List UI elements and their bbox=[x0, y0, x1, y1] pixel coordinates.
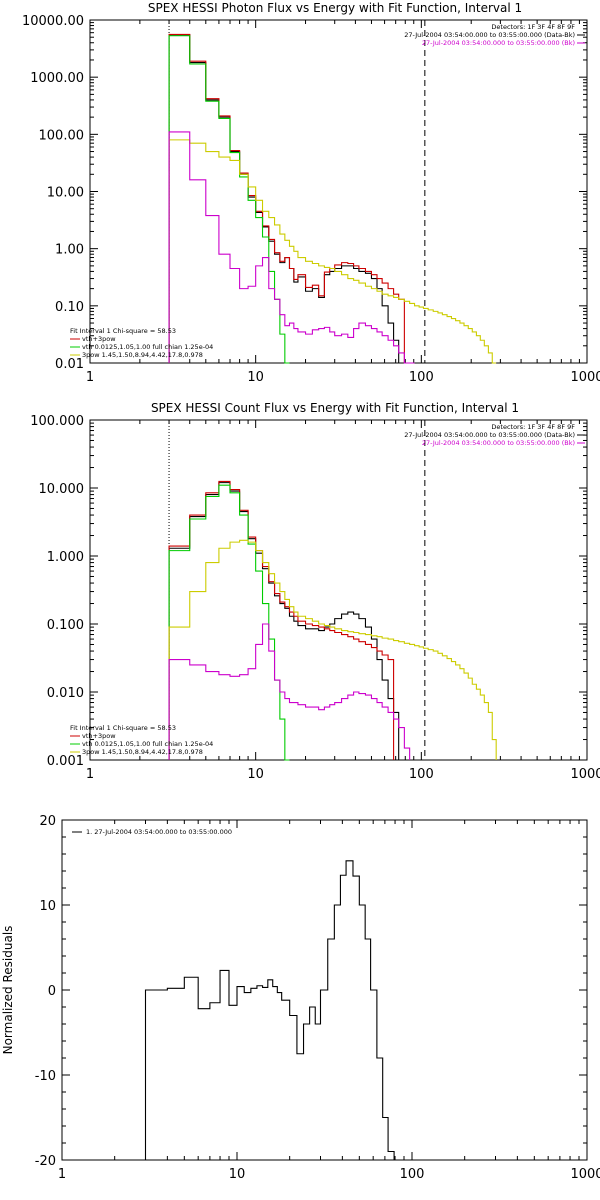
y-tick-label: 0.100 bbox=[47, 618, 84, 633]
y-tick-label: 1.000 bbox=[47, 550, 84, 565]
y-tick-label: 100.000 bbox=[30, 414, 84, 429]
y-tick-label: 0.010 bbox=[47, 686, 84, 701]
x-tick-label: 1 bbox=[86, 767, 94, 782]
vertical-lines bbox=[168, 420, 426, 760]
y-tick-label: -10 bbox=[35, 1069, 56, 1084]
x-tick-label: 1000 bbox=[570, 370, 600, 385]
legend-label: vth 0.0125,1.05,1.00 full chian 1.25e-04 bbox=[82, 740, 213, 748]
legend-label: vth+3pow bbox=[82, 335, 116, 343]
legend-label: vth+3pow bbox=[82, 732, 116, 740]
plot-frame bbox=[89, 419, 588, 761]
header-line: 27-Jul-2004 03:54:00.000 to 03:55:00.000… bbox=[422, 39, 575, 47]
header-line: Detectors: 1F 3F 4F 8F 9F bbox=[491, 23, 575, 31]
fit-legend: 1. 27-Jul-2004 03:54:00.000 to 03:55:00.… bbox=[72, 828, 232, 836]
y-tick-label: -20 bbox=[35, 1154, 56, 1169]
y-tick-label: 0.10 bbox=[55, 300, 84, 315]
series-line bbox=[168, 131, 415, 364]
x-tick-label: 1 bbox=[86, 370, 94, 385]
legend-label: 1. 27-Jul-2004 03:54:00.000 to 03:55:00.… bbox=[86, 828, 232, 836]
legend-label: 3pow 1.45,1.50,8.94,4.42,17.8,0.978 bbox=[82, 351, 203, 359]
y-axis-label: Normalized Residuals bbox=[1, 926, 15, 1055]
series-line bbox=[168, 35, 290, 364]
series-line bbox=[168, 33, 405, 363]
x-tick-label: 1000 bbox=[570, 767, 600, 782]
fit-legend: Fit Interval 1 Chi-square = 58.53vth+3po… bbox=[70, 327, 213, 359]
series-line bbox=[168, 539, 497, 760]
y-tick-label: 20 bbox=[39, 814, 56, 829]
x-tick-label: 100 bbox=[400, 1167, 425, 1182]
y-tick-label: 0 bbox=[48, 984, 56, 999]
series-line bbox=[168, 482, 400, 760]
y-tick-label: 10 bbox=[39, 899, 56, 914]
fit-legend: Fit Interval 1 Chi-square = 58.53vth+3po… bbox=[70, 724, 213, 756]
legend-label: Fit Interval 1 Chi-square = 58.53 bbox=[70, 724, 176, 732]
axis-ticks: 1 10 100 1000 0.01 0.10 1.00 10.00 100.00 1000.00… bbox=[22, 14, 600, 385]
chart-title: SPEX HESSI Photon Flux vs Energy with Fi… bbox=[148, 1, 522, 15]
legend-label: Fit Interval 1 Chi-square = 58.53 bbox=[70, 327, 176, 335]
plot-frame bbox=[89, 19, 588, 364]
residuals-chart: Normalized Residuals 1 10 100 1000 -20 -10 0 10… bbox=[1, 814, 600, 1182]
series-line bbox=[168, 623, 411, 760]
x-tick-label: 10 bbox=[229, 1167, 246, 1182]
legend-label: vth 0.0125,1.05,1.00 full chian 1.25e-04 bbox=[82, 343, 213, 351]
y-tick-label: 0.001 bbox=[47, 754, 84, 769]
series-line bbox=[168, 139, 497, 364]
vertical-lines bbox=[168, 20, 426, 363]
x-tick-label: 1000 bbox=[570, 1167, 600, 1182]
header-line: 27-Jul-2004 03:54:00.000 to 03:55:00.000… bbox=[404, 431, 575, 439]
y-tick-label: 10000.00 bbox=[22, 14, 84, 29]
y-tick-label: 10.000 bbox=[39, 482, 85, 497]
series-group bbox=[168, 480, 497, 761]
series-line bbox=[168, 484, 290, 761]
x-tick-label: 100 bbox=[409, 767, 434, 782]
y-tick-label: 0.01 bbox=[55, 357, 84, 372]
y-tick-label: 100.00 bbox=[39, 128, 85, 143]
x-tick-label: 10 bbox=[247, 767, 264, 782]
header-line: 27-Jul-2004 03:54:00.000 to 03:55:00.000… bbox=[422, 439, 575, 447]
header-line: 27-Jul-2004 03:54:00.000 to 03:55:00.000… bbox=[404, 31, 575, 39]
chart-title: SPEX HESSI Count Flux vs Energy with Fit… bbox=[151, 401, 519, 415]
series-group bbox=[168, 33, 497, 364]
count-flux-chart: SPEX HESSI Count Flux vs Energy with Fit… bbox=[30, 401, 600, 782]
x-tick-label: 1 bbox=[58, 1167, 66, 1182]
axis-ticks: 1 10 100 1000 -20 -10 0 10 20 bbox=[35, 814, 600, 1182]
x-tick-label: 100 bbox=[409, 370, 434, 385]
series-line bbox=[168, 34, 400, 363]
series-line bbox=[168, 480, 395, 760]
photon-flux-chart: SPEX HESSI Photon Flux vs Energy with Fi… bbox=[22, 1, 600, 385]
series-group bbox=[144, 860, 400, 1161]
legend-label: 3pow 1.45,1.50,8.94,4.42,17.8,0.978 bbox=[82, 748, 203, 756]
y-tick-label: 1000.00 bbox=[30, 71, 84, 86]
y-tick-label: 10.00 bbox=[47, 186, 84, 201]
axis-ticks: 1 10 100 1000 0.001 0.010 0.100 1.000 10.000 100.… bbox=[30, 414, 600, 782]
header-line: Detectors: 1F 3F 4F 8F 9F bbox=[491, 423, 575, 431]
x-tick-label: 10 bbox=[247, 370, 264, 385]
series-line bbox=[144, 860, 400, 1161]
y-tick-label: 1.00 bbox=[55, 243, 84, 258]
